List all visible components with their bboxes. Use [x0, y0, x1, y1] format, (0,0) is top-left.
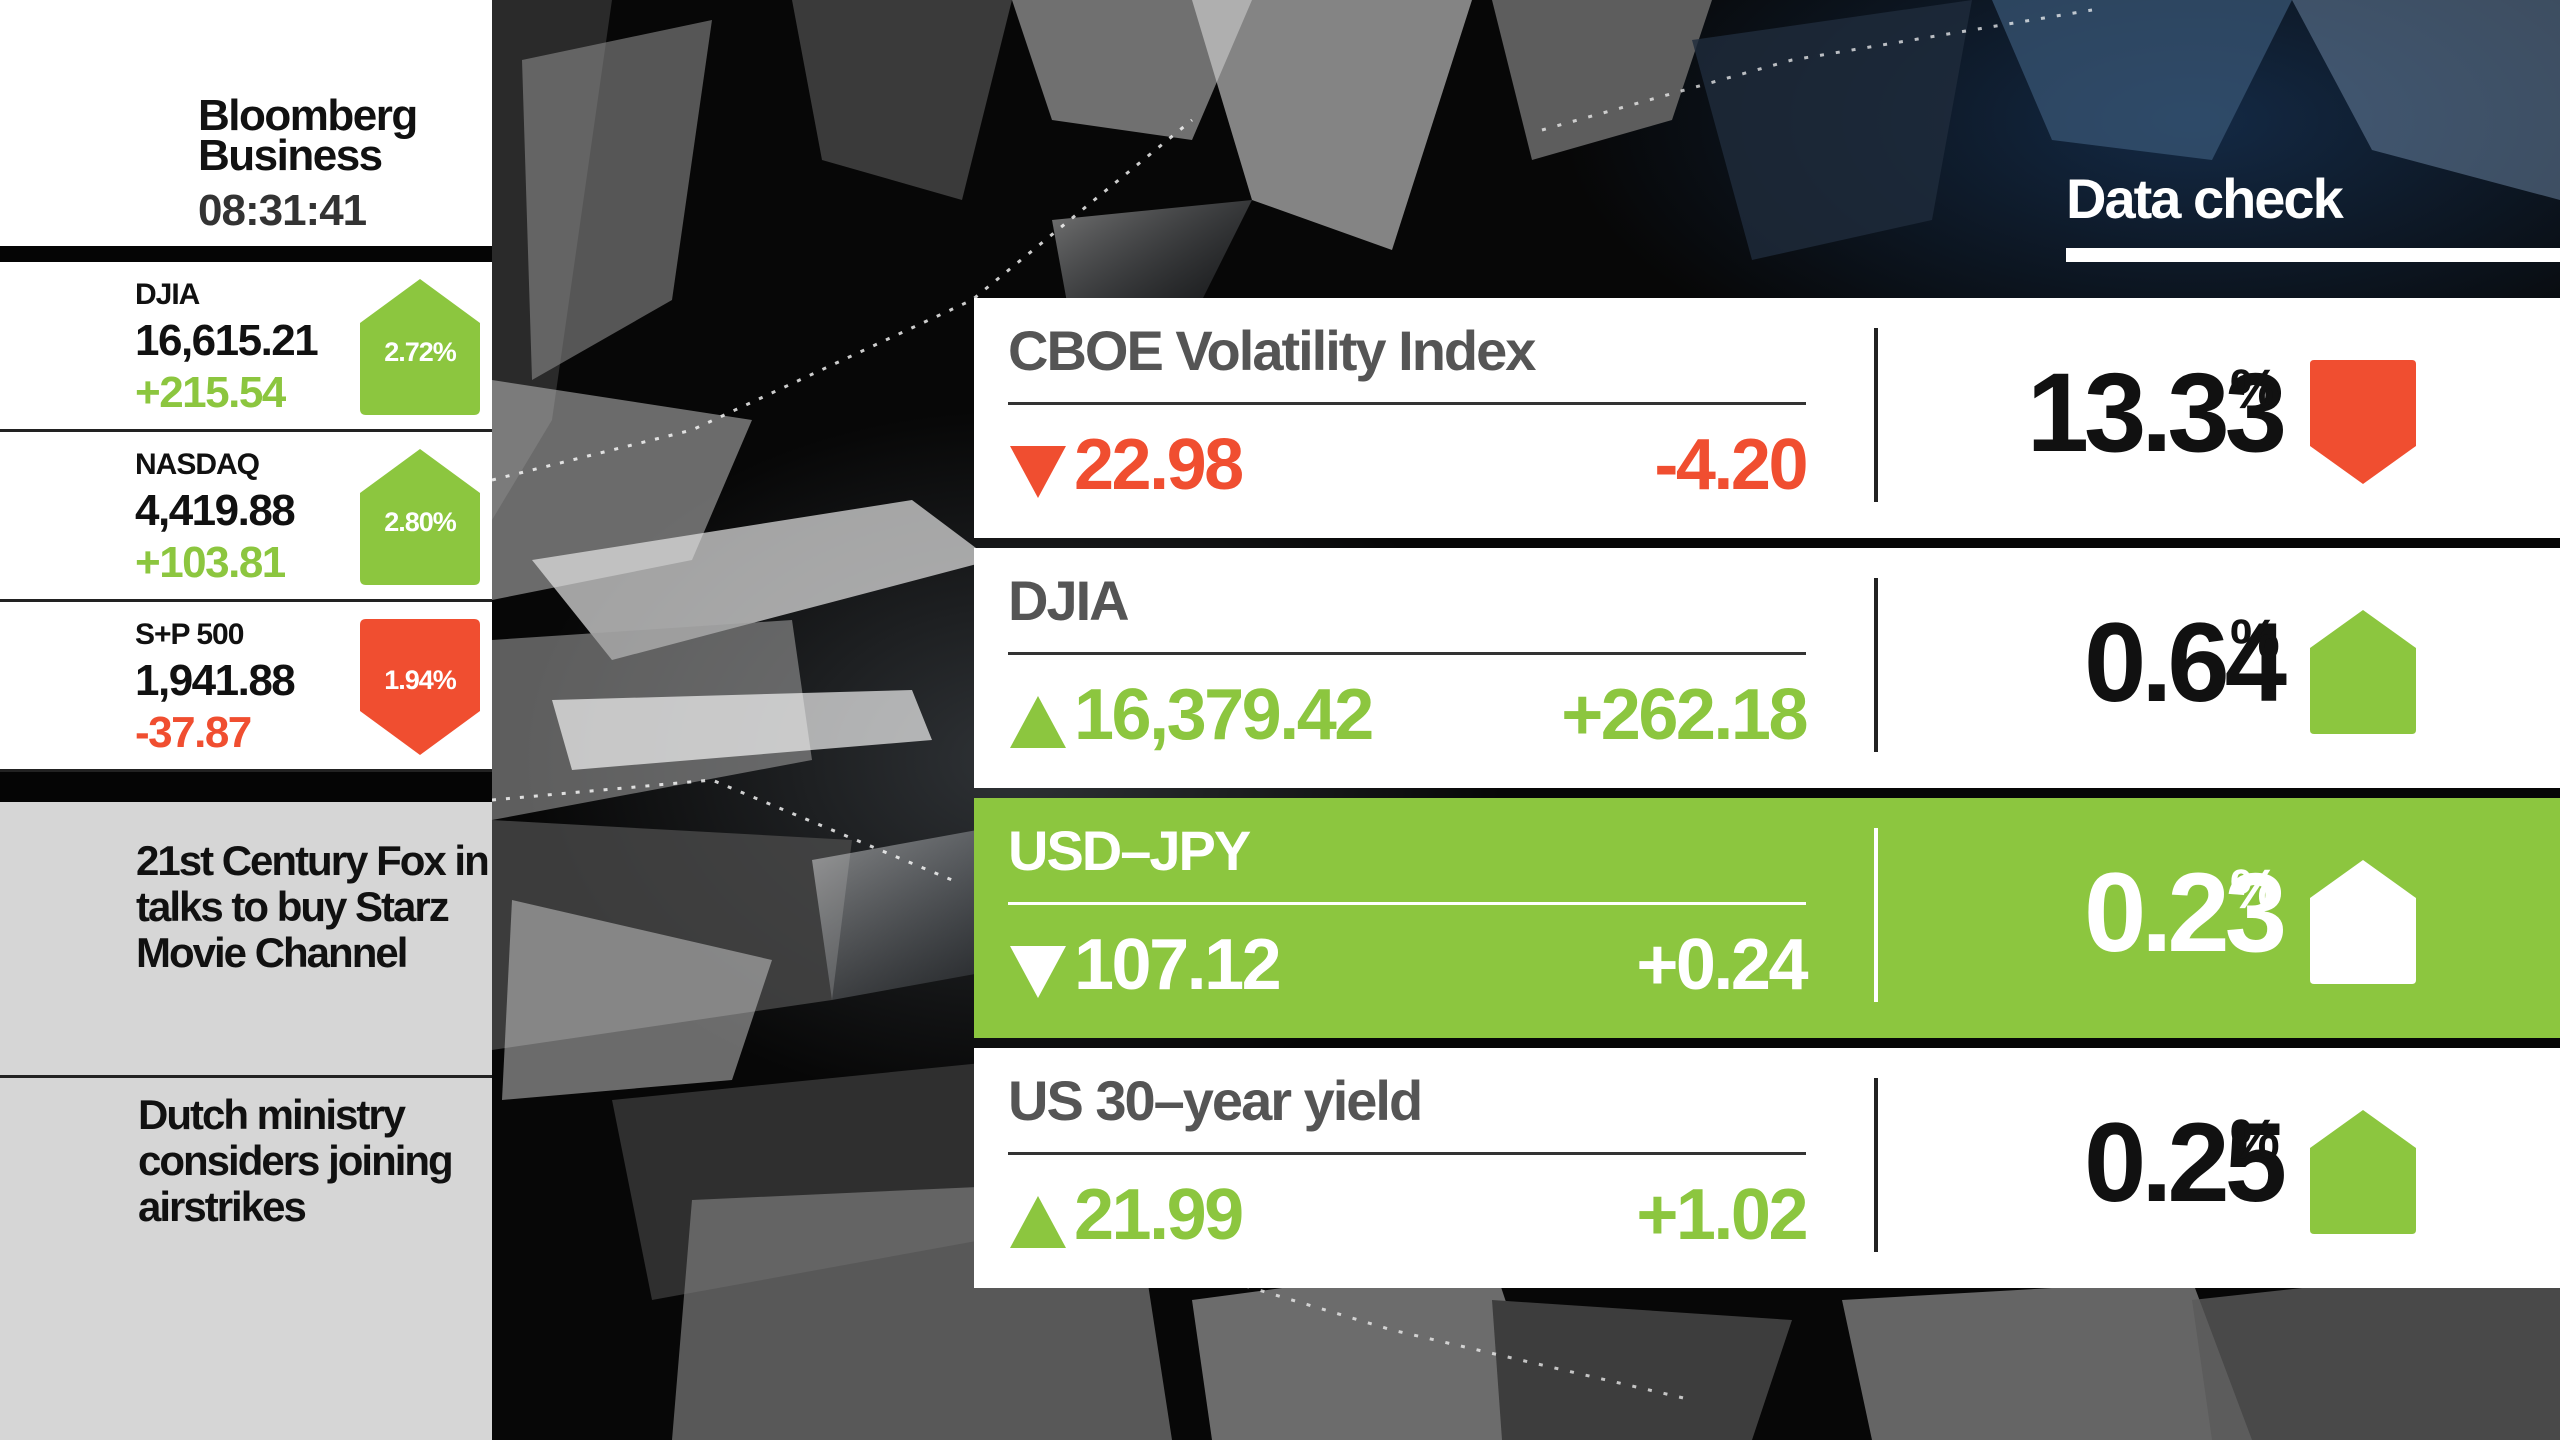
up-triangle-icon — [1010, 1196, 1066, 1248]
data-row-us30y: US 30–year yield 21.99 +1.02 0.25 % — [974, 1048, 2560, 1288]
ticker-change: +215.54 — [135, 368, 286, 417]
news-headline: 21st Century Fox in talks to buy Starz M… — [0, 838, 492, 1078]
ticker-change: +103.81 — [135, 538, 286, 587]
ticker-pct: 1.94% — [384, 665, 457, 695]
ticker-name: S+P 500 — [135, 618, 244, 651]
data-check-title: Data check — [2066, 167, 2344, 230]
row-pct-sign: % — [2230, 357, 2280, 420]
row-value: 21.99 — [1074, 1175, 1244, 1255]
row-pct: 0.64 — [2084, 600, 2287, 725]
row-pct: 13.33 — [2026, 350, 2287, 475]
row-pct: 0.23 — [2084, 850, 2287, 975]
up-arrow-badge-icon — [2310, 860, 2416, 984]
news-panel: 21st Century Fox in talks to buy Starz M… — [0, 802, 492, 1440]
row-change: +1.02 — [1636, 1175, 1808, 1255]
row-change: +262.18 — [1561, 675, 1808, 755]
row-value: 107.12 — [1074, 925, 1282, 1005]
down-arrow-badge-icon — [2310, 360, 2416, 484]
data-row-vix: CBOE Volatility Index 22.98 -4.20 13.33 … — [974, 298, 2560, 538]
row-name: US 30–year yield — [1008, 1069, 1423, 1132]
ticker-value: 16,615.21 — [135, 316, 319, 365]
up-arrow-badge-icon — [360, 279, 480, 415]
ticker-nasdaq: NASDAQ 4,419.88 +103.81 2.80% — [0, 432, 492, 602]
ticker-change: -37.87 — [135, 708, 252, 757]
ticker-badge: 2.80% — [360, 449, 480, 585]
ticker-name: NASDAQ — [135, 448, 260, 481]
ticker-value: 1,941.88 — [135, 656, 296, 705]
down-triangle-icon — [1010, 446, 1066, 498]
up-arrow-badge-icon — [2310, 610, 2416, 734]
row-name: CBOE Volatility Index — [1008, 319, 1536, 382]
row-pct-sign: % — [2230, 1107, 2280, 1170]
row-divider — [1008, 902, 1806, 905]
ticker-pct: 2.72% — [384, 337, 457, 367]
data-row-usdjpy: USD–JPY 107.12 +0.24 0.23 % — [974, 798, 2560, 1038]
ticker-djia: DJIA 16,615.21 +215.54 2.72% — [0, 262, 492, 432]
data-check-rule — [2066, 248, 2560, 262]
news-headline: Dutch ministry considers joining airstri… — [138, 1091, 454, 1230]
row-name: DJIA — [1008, 569, 1130, 632]
row-pct: 0.25 — [2084, 1100, 2287, 1225]
ticker-value: 4,419.88 — [135, 486, 296, 535]
down-triangle-icon — [1010, 946, 1066, 998]
ticker-pct: 2.80% — [384, 507, 457, 537]
up-triangle-icon — [1010, 696, 1066, 748]
row-pct-sign: % — [2230, 607, 2280, 670]
ticker-list: DJIA 16,615.21 +215.54 2.72% NASDAQ 4,41… — [0, 262, 492, 772]
brand-name-line2: Business — [198, 131, 383, 180]
ticker-badge: 1.94% — [360, 619, 480, 755]
row-divider — [1008, 402, 1806, 405]
row-separator — [1874, 328, 1878, 502]
row-change: -4.20 — [1654, 425, 1808, 505]
row-separator — [1874, 1078, 1878, 1252]
row-divider — [1008, 652, 1806, 655]
ticker-badge: 2.72% — [360, 279, 480, 415]
brand-logo: Bloomberg Business — [198, 91, 488, 180]
row-divider — [1008, 1152, 1806, 1155]
data-row-djia: DJIA 16,379.42 +262.18 0.64 % — [974, 548, 2560, 788]
abstract-light-shapes — [492, 0, 2560, 1440]
row-pct-sign: % — [2230, 857, 2280, 920]
down-arrow-badge-icon — [360, 619, 480, 755]
brand-block: Bloomberg Business 08:31:41 — [0, 0, 492, 246]
clock: 08:31:41 — [198, 186, 367, 235]
row-separator — [1874, 578, 1878, 752]
brand-name-line1: Bloomberg — [198, 91, 418, 140]
up-arrow-badge-icon — [360, 449, 480, 585]
row-separator — [1874, 828, 1878, 1002]
ticker-name: DJIA — [135, 278, 200, 311]
row-name: USD–JPY — [1008, 819, 1251, 882]
row-change: +0.24 — [1636, 925, 1808, 1005]
ticker-sp500: S+P 500 1,941.88 -37.87 1.94% — [0, 602, 492, 772]
row-value: 16,379.42 — [1074, 675, 1374, 755]
up-arrow-badge-icon — [2310, 1110, 2416, 1234]
row-value: 22.98 — [1074, 425, 1244, 505]
